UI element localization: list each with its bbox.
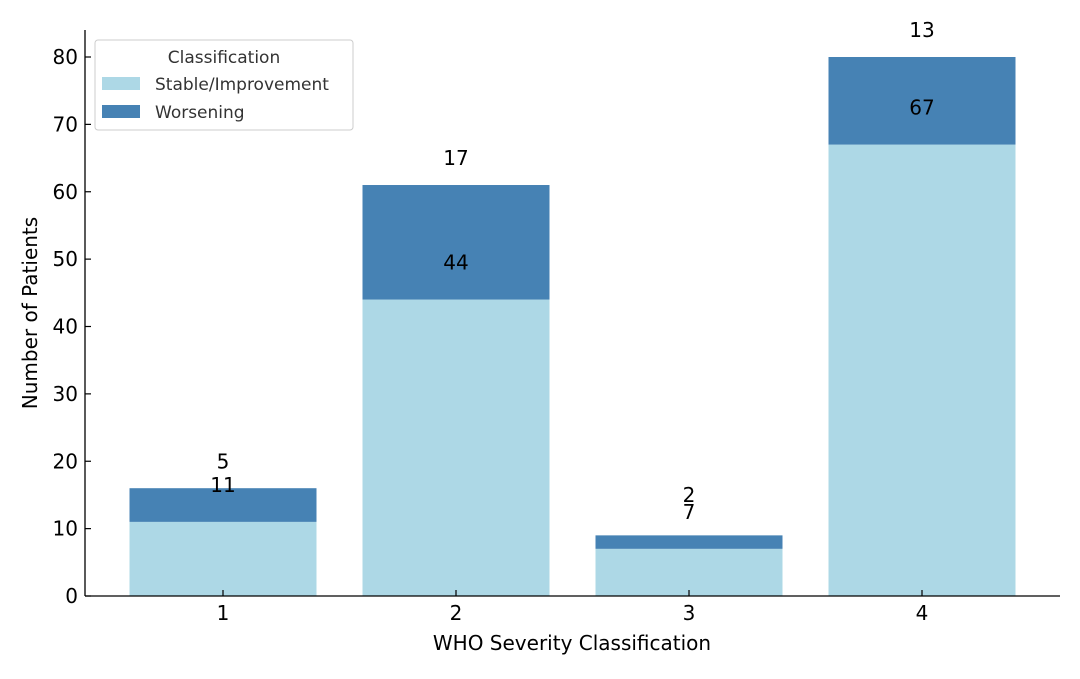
y-tick-label-60: 60 <box>53 180 78 204</box>
legend-swatch-worsening <box>102 105 140 118</box>
y-tick-label-30: 30 <box>53 382 78 406</box>
legend-label-stable: Stable/Improvement <box>155 75 329 95</box>
legend: Classification Stable/Improvement Worsen… <box>94 39 354 131</box>
y-tick-label-10: 10 <box>53 517 78 541</box>
y-tick-label-40: 40 <box>53 315 78 339</box>
data-label-worsening-1: 5 <box>217 449 230 473</box>
y-tick-label-20: 20 <box>53 449 78 473</box>
x-tick-label-1: 1 <box>217 601 230 625</box>
x-ticks-group: 1 2 3 4 <box>217 590 929 625</box>
data-label-stable-1: 11 <box>210 473 235 497</box>
bar-worsening-2 <box>362 185 550 300</box>
data-label-stable-2: 44 <box>443 250 468 274</box>
y-tick-label-80: 80 <box>53 45 78 69</box>
bar-worsening-3 <box>595 535 783 549</box>
y-axis-label: Number of Patients <box>18 217 42 409</box>
bar-worsening-4 <box>828 57 1016 145</box>
y-tick-label-70: 70 <box>53 112 78 136</box>
x-axis-label: WHO Severity Classification <box>433 631 711 655</box>
bar-stable-1 <box>129 521 317 596</box>
data-label-worsening-4: 13 <box>909 18 934 42</box>
bar-worsening-1 <box>129 488 317 522</box>
x-tick-label-4: 4 <box>916 601 929 625</box>
data-label-stable-4: 67 <box>909 96 934 120</box>
bar-stable-4 <box>828 144 1016 596</box>
y-tick-label-50: 50 <box>53 247 78 271</box>
legend-label-worsening: Worsening <box>155 103 245 123</box>
data-label-worsening-3: 2 <box>683 483 696 507</box>
bar-stable-2 <box>362 299 550 596</box>
data-label-worsening-2: 17 <box>443 146 468 170</box>
data-label-stable-3: 7 <box>683 500 696 524</box>
legend-swatch-stable <box>102 77 140 90</box>
legend-title: Classification <box>168 48 280 68</box>
bar-stable-3 <box>595 548 783 596</box>
bars-group <box>129 57 1016 596</box>
y-ticks-group: 0 10 20 30 40 50 60 70 80 <box>53 45 91 608</box>
y-tick-label-0: 0 <box>65 584 78 608</box>
data-labels-group: 115 44 17 72 67 13 <box>210 18 934 524</box>
x-tick-label-2: 2 <box>450 601 463 625</box>
x-tick-label-3: 3 <box>683 601 696 625</box>
legend-frame <box>94 39 354 131</box>
